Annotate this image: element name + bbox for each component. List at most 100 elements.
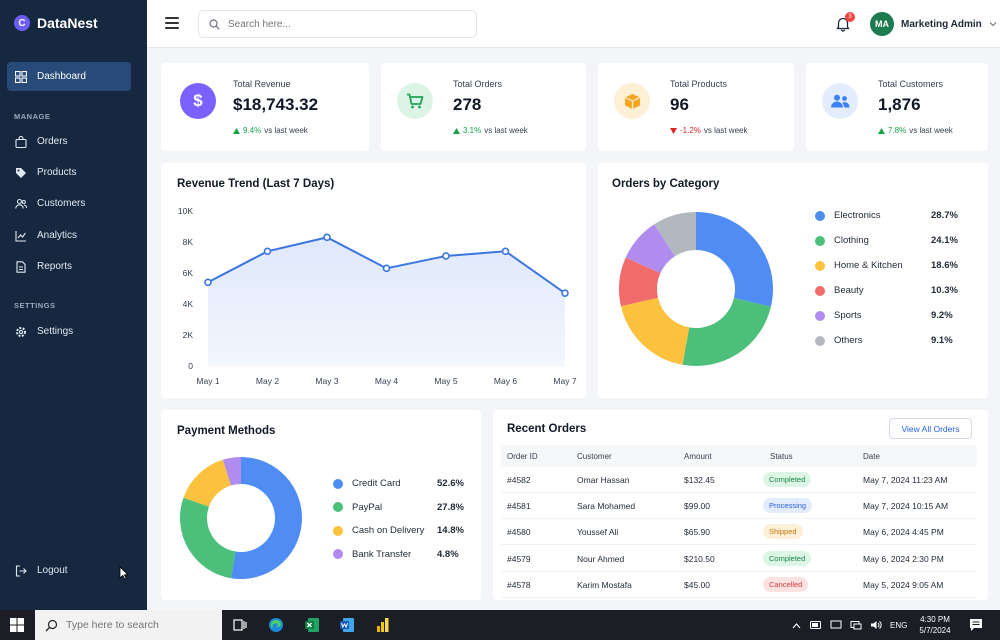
legend-percent: 4.8% bbox=[437, 548, 459, 560]
view-all-orders-button[interactable]: View All Orders bbox=[889, 418, 972, 439]
legend-item[interactable]: Clothing bbox=[815, 235, 869, 246]
taskbar-search-input[interactable] bbox=[66, 619, 216, 631]
x-tick-label: May 6 bbox=[494, 376, 517, 386]
table-row[interactable]: #4578 Karim Mostafa $45.00 Cancelled May 5, … bbox=[501, 572, 977, 598]
x-tick-label: May 3 bbox=[315, 376, 338, 386]
recent-orders-card: Recent Orders View All Orders Order ID C… bbox=[493, 410, 988, 600]
revenue-point[interactable] bbox=[323, 233, 331, 242]
search-input[interactable] bbox=[228, 18, 468, 30]
legend-item[interactable]: Sports bbox=[815, 310, 861, 321]
power-bi-icon[interactable] bbox=[375, 617, 391, 633]
legend-percent: 27.8% bbox=[437, 501, 464, 513]
payment-slice[interactable] bbox=[231, 457, 303, 579]
legend-item[interactable]: Credit Card bbox=[333, 478, 401, 489]
order-id: #4579 bbox=[507, 553, 531, 564]
revenue-point[interactable] bbox=[263, 247, 272, 256]
legend-item[interactable]: Others bbox=[815, 335, 863, 346]
taskbar-clock[interactable]: 4:30 PM 5/7/2024 bbox=[912, 614, 958, 636]
table-row[interactable]: #4579 Nour Ahmed $210.50 Completed May 6, 20… bbox=[501, 546, 977, 572]
category-slice[interactable] bbox=[625, 224, 675, 274]
sidebar-item-orders[interactable]: Orders bbox=[7, 127, 131, 156]
column-header: Customer bbox=[577, 452, 612, 461]
payment-slice[interactable] bbox=[222, 457, 241, 486]
sidebar-item-customers[interactable]: Customers bbox=[7, 189, 131, 218]
sidebar-item-settings[interactable]: Settings bbox=[7, 317, 131, 346]
stat-change-value: -1.2% bbox=[680, 126, 701, 135]
legend-swatch bbox=[815, 260, 825, 271]
category-slice[interactable] bbox=[682, 297, 771, 366]
table-row[interactable]: #4580 Youssef Ali $65.90 Shipped May 6, 2024… bbox=[501, 519, 977, 546]
payment-donut-chart bbox=[180, 457, 303, 579]
revenue-point[interactable] bbox=[204, 278, 212, 287]
legend-item[interactable]: Beauty bbox=[815, 285, 864, 296]
sidebar-item-reports[interactable]: Reports bbox=[7, 252, 131, 281]
x-tick-label: May 7 bbox=[553, 376, 576, 386]
legend-label: Sports bbox=[834, 310, 862, 321]
order-id: #4582 bbox=[507, 475, 531, 485]
legend-item[interactable]: Home & Kitchen bbox=[815, 260, 903, 271]
table-row[interactable]: #4581 Sara Mohamed $99.00 Processing May 7, … bbox=[501, 493, 977, 520]
legend-item[interactable]: Cash on Delivery bbox=[333, 525, 424, 536]
language-indicator[interactable]: ENG bbox=[890, 620, 908, 630]
notifications-button[interactable]: 3 bbox=[835, 12, 855, 32]
brand-name: DataNest bbox=[37, 15, 98, 31]
notification-center-icon[interactable] bbox=[969, 618, 983, 632]
category-slice[interactable] bbox=[696, 212, 773, 307]
legend-swatch bbox=[815, 310, 825, 321]
logout-button[interactable]: Logout bbox=[7, 556, 131, 585]
stat-value: 1,876 bbox=[878, 95, 921, 114]
stat-change-suffix: vs last week bbox=[703, 126, 748, 135]
user-menu[interactable]: MA Marketing Admin bbox=[870, 12, 997, 36]
display-icon[interactable] bbox=[830, 620, 842, 630]
menu-toggle-button[interactable] bbox=[165, 17, 179, 29]
windows-start-icon[interactable] bbox=[10, 618, 24, 632]
tag-icon bbox=[15, 167, 27, 179]
legend-label: PayPal bbox=[352, 501, 383, 513]
stat-card-products: Total Products 96 -1.2% vs last week bbox=[598, 63, 794, 151]
stat-change: -1.2% vs last week bbox=[670, 126, 747, 135]
category-slice[interactable] bbox=[654, 212, 696, 257]
payment-slice[interactable] bbox=[183, 459, 231, 507]
stat-change-value: 7.8% bbox=[888, 126, 907, 135]
sidebar-item-analytics[interactable]: Analytics bbox=[7, 221, 131, 250]
column-header: Amount bbox=[684, 452, 712, 461]
avatar: MA bbox=[870, 12, 894, 36]
revenue-point[interactable] bbox=[382, 264, 391, 273]
edge-browser-icon[interactable] bbox=[268, 617, 284, 633]
chevron-up-icon[interactable] bbox=[792, 622, 801, 629]
y-tick-label: 6K bbox=[183, 268, 194, 278]
excel-icon[interactable] bbox=[304, 617, 320, 633]
revenue-point[interactable] bbox=[561, 289, 569, 297]
table-row[interactable]: #4582 Omar Hassan $132.45 Completed May 7, 2… bbox=[501, 467, 977, 493]
status-badge: Completed bbox=[763, 550, 812, 566]
network-icon[interactable] bbox=[850, 620, 862, 630]
status-badge: Cancelled bbox=[763, 576, 809, 592]
topbar: 3 MA Marketing Admin bbox=[147, 0, 1000, 48]
revenue-point[interactable] bbox=[442, 252, 450, 260]
legend-swatch bbox=[815, 210, 825, 221]
order-customer: Nour Ahmed bbox=[577, 553, 625, 564]
stat-change: 3.1% vs last week bbox=[453, 126, 528, 135]
brand[interactable]: C DataNest bbox=[14, 15, 98, 31]
legend-label: Beauty bbox=[834, 285, 864, 296]
task-view-icon[interactable] bbox=[232, 617, 248, 633]
legend-item[interactable]: PayPal bbox=[333, 502, 382, 513]
category-slice[interactable] bbox=[619, 257, 661, 307]
volume-icon[interactable] bbox=[870, 620, 882, 630]
legend-item[interactable]: Bank Transfer bbox=[333, 549, 411, 560]
sidebar-item-dashboard[interactable]: Dashboard bbox=[7, 62, 131, 91]
legend-swatch bbox=[333, 478, 343, 489]
battery-icon[interactable] bbox=[810, 621, 822, 629]
payment-slice[interactable] bbox=[180, 497, 236, 579]
status-badge: Shipped bbox=[763, 524, 803, 540]
legend-item[interactable]: Electronics bbox=[815, 210, 880, 221]
stat-change-value: 9.4% bbox=[243, 126, 262, 135]
table-header: Order ID Customer Amount Status Date bbox=[501, 445, 977, 467]
revenue-point[interactable] bbox=[501, 247, 510, 256]
word-icon[interactable] bbox=[339, 617, 355, 633]
order-customer: Youssef Ali bbox=[577, 527, 619, 538]
status-badge: Processing bbox=[763, 498, 813, 514]
legend-percent: 24.1% bbox=[931, 235, 958, 246]
category-slice[interactable] bbox=[620, 297, 690, 365]
sidebar-item-products[interactable]: Products bbox=[7, 158, 131, 187]
